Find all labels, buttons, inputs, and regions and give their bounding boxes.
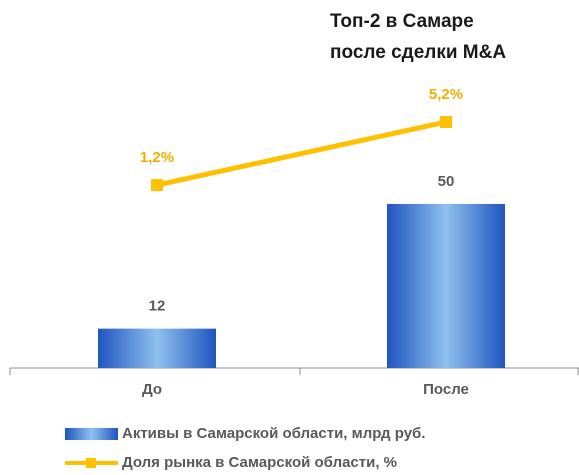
legend-swatch	[86, 458, 96, 468]
data-label: 12	[149, 298, 166, 315]
x-tick-label: После	[423, 381, 469, 398]
data-label: 50	[438, 173, 455, 190]
bar	[387, 204, 505, 368]
legend-label: Активы в Самарской области, млрд руб.	[122, 425, 425, 442]
legend-label: Доля рынка в Самарской области, %	[122, 454, 397, 471]
chart-title: Топ-2 в Самаре	[330, 11, 474, 32]
x-tick-label: До	[142, 381, 162, 398]
line-marker	[151, 179, 163, 192]
legend-swatch	[65, 428, 118, 440]
data-label: 1,2%	[140, 149, 174, 166]
line-marker	[440, 116, 452, 128]
chart-title: после сделки M&A	[330, 42, 506, 63]
data-label: 5,2%	[429, 86, 463, 103]
x-axis	[9, 367, 579, 375]
line	[156, 119, 447, 188]
bar	[98, 328, 216, 368]
